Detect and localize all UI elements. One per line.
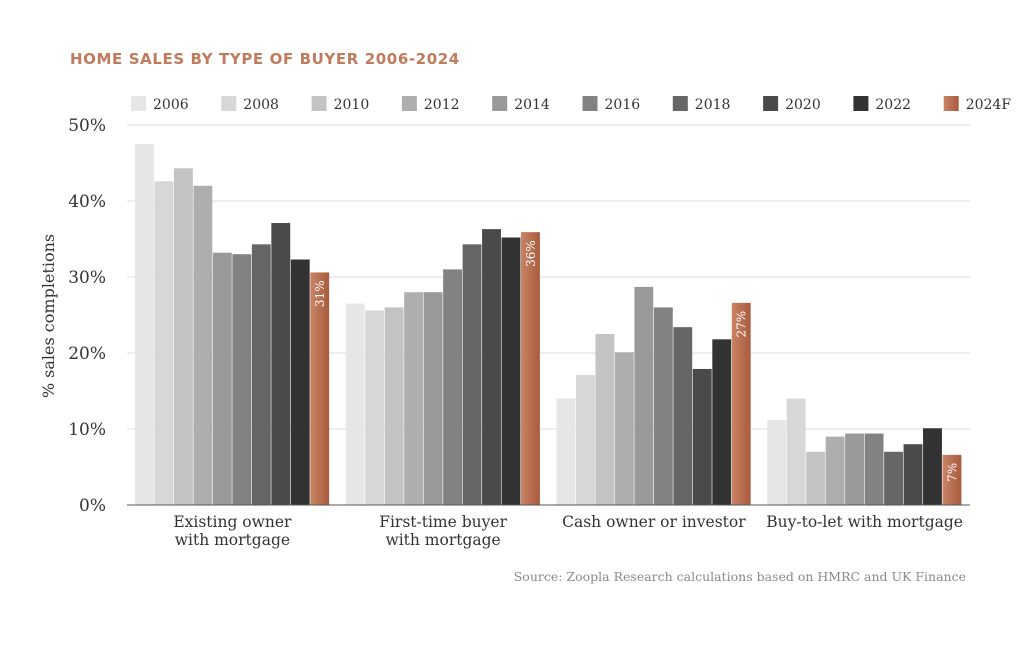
bar-2006-3 [767, 419, 787, 505]
bar-2010-3 [806, 451, 826, 505]
legend: 2006 2008 2010 2012 2014 2016 2018 2020 2022 2024… [131, 96, 1011, 113]
bar-2008-0 [154, 181, 174, 506]
bar-2012-0 [193, 185, 213, 506]
source-note: Source: Zoopla Research calculations bas… [514, 569, 966, 584]
category-label: with mortgage [175, 531, 290, 549]
bar-2008-2 [575, 375, 595, 505]
category-label: Cash owner or investor [562, 513, 746, 531]
legend-label-2006: 2006 [153, 97, 189, 113]
bar-2024F-2 [731, 302, 751, 505]
legend-swatch-2006 [131, 96, 146, 111]
legend-label-2024F: 2024F [966, 97, 1012, 113]
bar-2006-2 [556, 398, 576, 505]
legend-label-2014: 2014 [514, 97, 550, 113]
legend-swatch-2010 [311, 96, 327, 111]
category-label: First-time buyer [379, 513, 507, 531]
bars: 31% 36% 27% 7% [135, 144, 962, 506]
bar-2008-3 [786, 398, 806, 505]
bar-2020-2 [692, 368, 712, 505]
legend-label-2010: 2010 [334, 97, 370, 113]
legend-swatch-2024F [943, 96, 959, 111]
data-label: 27% [735, 311, 749, 338]
bar-2020-0 [271, 223, 291, 506]
bar-2012-2 [614, 352, 634, 505]
bar-2010-1 [384, 307, 404, 505]
data-label: 7% [945, 463, 959, 482]
legend-label-2020: 2020 [785, 97, 821, 113]
category-label: with mortgage [385, 531, 500, 549]
bar-2022-3 [923, 428, 942, 505]
bar-2012-1 [404, 292, 424, 505]
y-tick-label: 10% [68, 420, 106, 440]
legend-label-2016: 2016 [605, 97, 641, 113]
data-label: 31% [313, 280, 327, 307]
bar-2008-1 [365, 310, 385, 505]
bar-2014-1 [423, 292, 443, 505]
legend-label-2012: 2012 [424, 97, 460, 113]
bar-2022-2 [712, 339, 732, 505]
bar-2016-0 [232, 254, 252, 505]
bar-2014-2 [634, 286, 654, 505]
legend-swatch-2020 [763, 96, 779, 111]
category-label: Existing owner [173, 513, 292, 531]
bar-2024F-3 [942, 454, 962, 505]
legend-swatch-2022 [853, 96, 869, 111]
bar-2006-0 [135, 144, 154, 505]
bar-2020-3 [903, 444, 923, 505]
bar-2010-0 [173, 168, 193, 505]
bar-2022-0 [290, 259, 310, 505]
bar-2024F-1 [521, 232, 540, 505]
legend-swatch-2014 [492, 96, 508, 111]
bar-2020-1 [482, 229, 501, 505]
category-label: Buy-to-let with mortgage [766, 513, 963, 531]
chart-title: HOME SALES BY TYPE OF BUYER 2006-2024 [70, 50, 460, 68]
legend-swatch-2012 [401, 96, 417, 111]
bar-2016-1 [443, 269, 463, 505]
bar-2018-2 [673, 327, 693, 505]
bar-2018-1 [462, 244, 482, 505]
y-tick-label: 0% [79, 496, 106, 516]
legend-label-2018: 2018 [695, 97, 731, 113]
y-axis-ticks: 0% 10% 20% 30% 40% 50% [68, 116, 106, 516]
bar-2018-0 [251, 244, 271, 505]
y-tick-label: 20% [68, 344, 106, 364]
data-label: 36% [524, 240, 538, 267]
y-tick-label: 50% [68, 116, 106, 136]
y-axis-label: % sales completions [39, 234, 58, 398]
y-tick-label: 40% [68, 192, 106, 212]
bar-2016-2 [653, 307, 673, 505]
legend-swatch-2016 [582, 96, 598, 111]
bar-2022-1 [501, 237, 521, 506]
bar-2010-2 [595, 334, 615, 505]
bar-2018-3 [884, 451, 903, 505]
legend-label-2022: 2022 [875, 97, 911, 113]
legend-swatch-2018 [672, 96, 688, 111]
legend-label-2008: 2008 [243, 97, 279, 113]
bar-2014-3 [845, 433, 865, 505]
bar-2006-1 [345, 303, 365, 505]
bar-2014-0 [212, 252, 232, 505]
legend-swatch-2008 [221, 96, 237, 111]
y-tick-label: 30% [68, 268, 106, 288]
bar-2016-3 [864, 433, 884, 505]
bar-2012-3 [825, 436, 845, 505]
bar-2024F-0 [310, 272, 330, 505]
